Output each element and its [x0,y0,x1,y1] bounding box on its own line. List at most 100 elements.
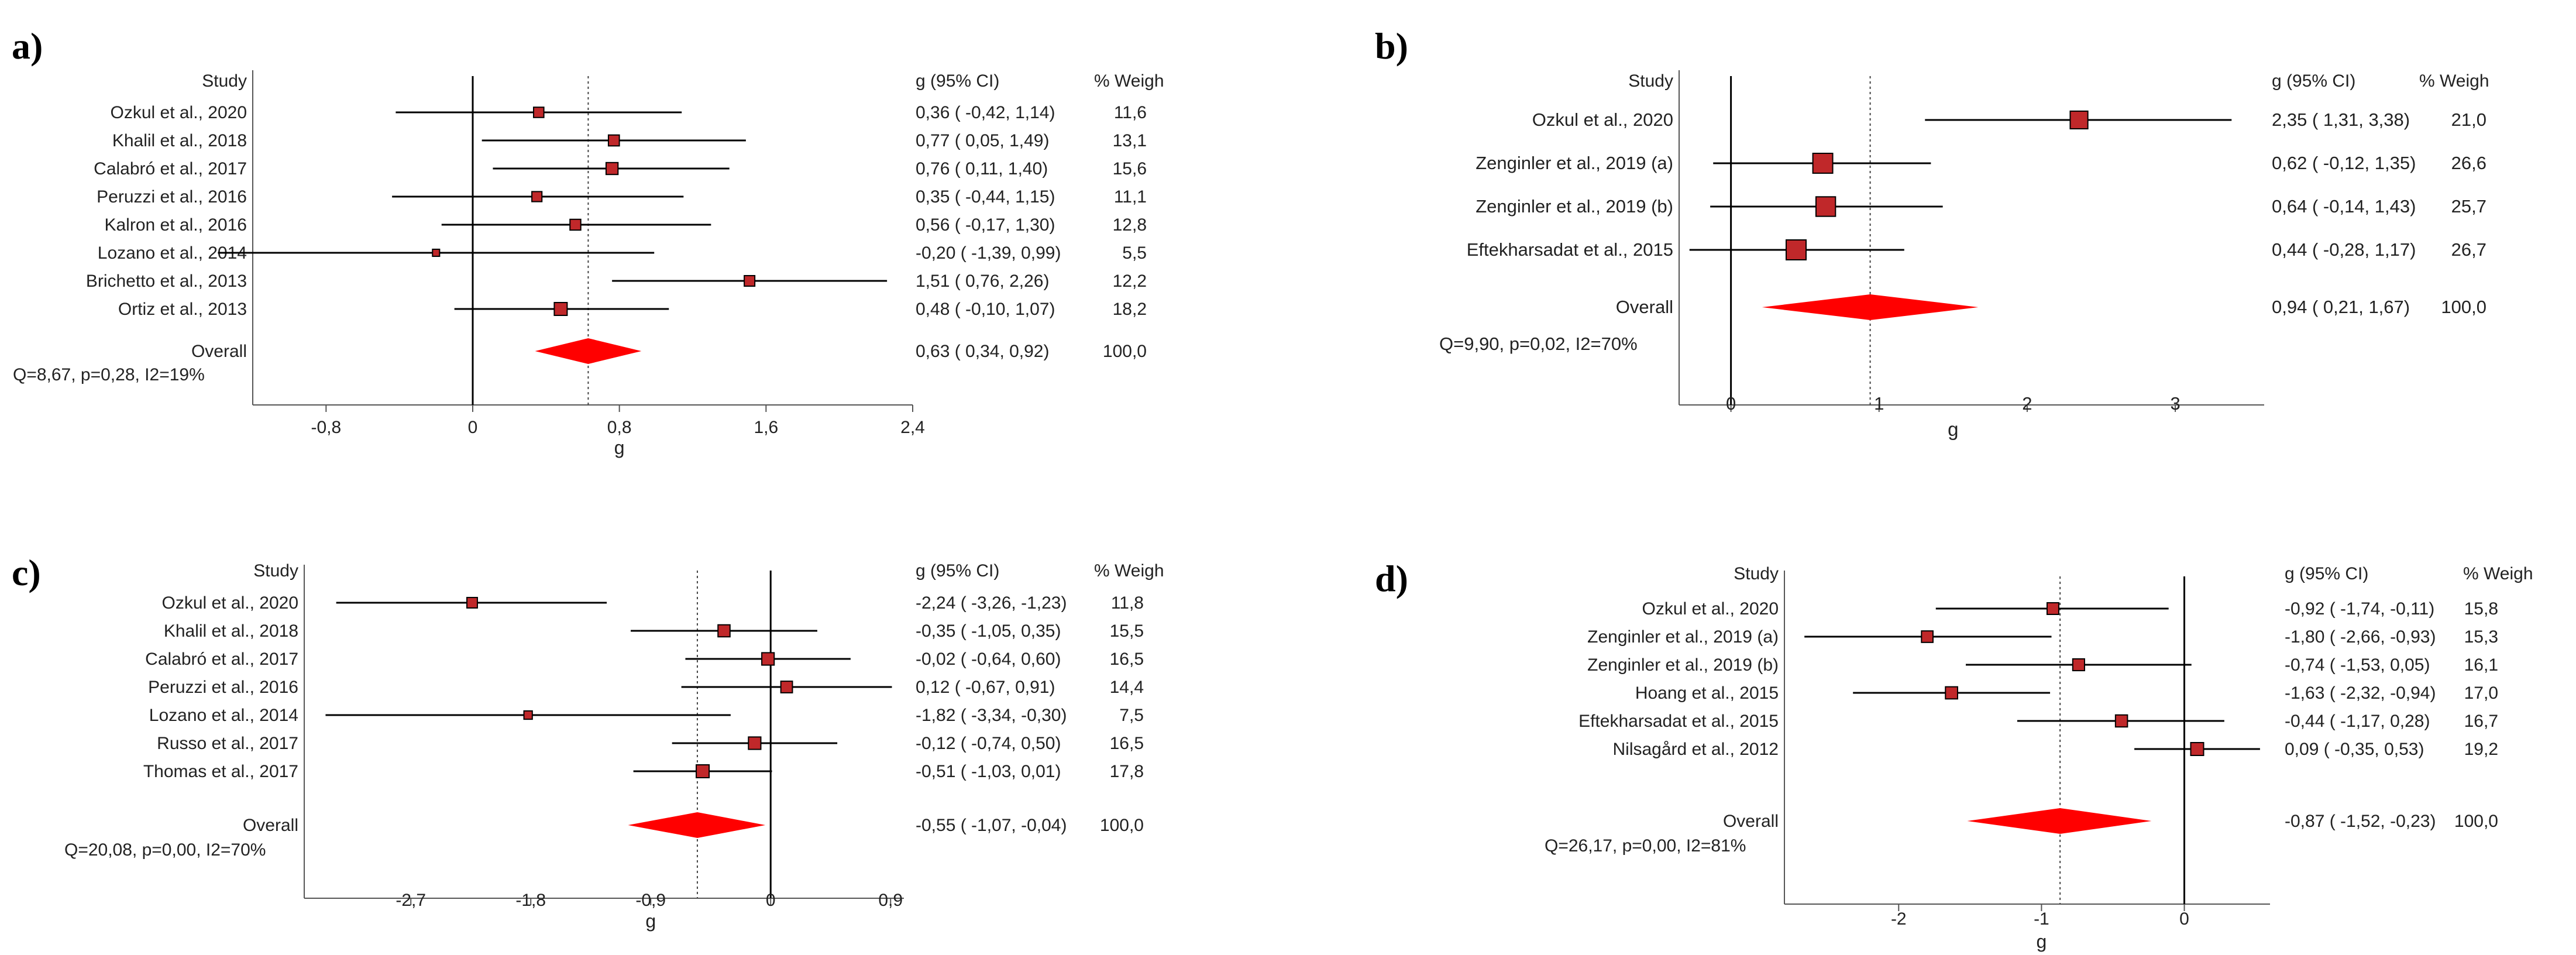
header-ci: g (95% CI) [2285,564,2368,583]
weight-value: 14,4 [1110,678,1144,697]
x-tick-label: 0 [1726,393,1736,414]
effect-marker [748,736,762,750]
study-row: Ortiz et al., 2013 0,48 ( -0,10, 1,07) 18,… [118,300,1147,319]
study-name: Khalil et al., 2018 [164,621,298,641]
forest-panel-c: c) Study g (95% CI) % Weigh -2,7 -1,8 -0,9 0 0,9… [12,552,1164,932]
overall-label: Overall [1616,297,1673,317]
study-row: Eftekharsadat et al., 2015 -0,44 ( -1,17,… [1578,712,2498,731]
x-tick-label: 0,8 [607,418,632,437]
ci-value: -1,63 ( -2,32, -0,94) [2285,683,2436,703]
study-name: Zenginler et al., 2019 (b) [1587,655,1779,675]
ci-value: 0,56 ( -0,17, 1,30) [916,215,1055,235]
overall-ci-value: 0,63 ( 0,34, 0,92) [916,342,1050,361]
weight-value: 21,0 [2451,109,2486,130]
heterogeneity-stats: Q=8,67, p=0,28, I2=19% [13,365,205,384]
x-tick-label: 2 [2022,393,2032,414]
study-name: Ozkul et al., 2020 [1642,599,1779,619]
effect-marker [531,191,543,202]
study-name: Eftekharsadat et al., 2015 [1578,712,1779,731]
study-name: Ozkul et al., 2020 [1532,109,1673,130]
forest-panel-a: a) Study g (95% CI) % Weigh -0,8 0 0,8 1,6 2,4 g O… [12,25,1164,458]
weight-value: 16,5 [1110,734,1144,753]
header-study: Study [1628,71,1673,91]
effect-marker [466,597,478,609]
ci-value: -2,24 ( -3,26, -1,23) [916,593,1067,613]
x-axis-label: g [2037,931,2047,952]
study-row: Calabró et al., 2017 -0,02 ( -0,64, 0,60)… [145,650,1144,669]
ci-value: 0,77 ( 0,05, 1,49) [916,131,1050,150]
study-row: Hoang et al., 2015 -1,63 ( -2,32, -0,94) 1… [1635,683,2498,703]
effect-marker [2072,658,2085,672]
study-name: Khalil et al., 2018 [112,131,247,150]
header-study: Study [202,71,247,91]
weight-value: 17,8 [1110,762,1144,781]
study-name: Ortiz et al., 2013 [118,300,247,319]
study-row: Ozkul et al., 2020 -2,24 ( -3,26, -1,23) 1… [162,593,1144,613]
x-tick-label: 1,6 [754,418,778,437]
effect-marker [744,274,756,287]
weight-value: 15,3 [2464,627,2498,647]
x-tick-label: 0 [2179,909,2189,929]
heterogeneity-stats: Q=26,17, p=0,00, I2=81% [1545,836,1746,856]
overall-weight-value: 100,0 [1103,342,1147,361]
study-name: Ozkul et al., 2020 [162,593,298,613]
study-name: Zenginler et al., 2019 (a) [1587,627,1779,647]
x-tick-label: -0,8 [311,418,341,437]
x-axis-label: g [645,911,656,932]
forest-panel-d: d) Study g (95% CI) % Weigh -2 -1 0 g Ozkul et a… [1375,558,2533,952]
study-name: Thomas et al., 2017 [143,762,298,781]
weight-value: 16,5 [1110,650,1144,669]
overall-diamond [535,338,642,364]
weight-value: 11,8 [1111,593,1144,613]
weight-value: 16,1 [2464,655,2498,675]
study-name: Peruzzi et al., 2016 [97,187,247,207]
effect-marker [1921,630,1934,643]
overall-ci-value: 0,94 ( 0,21, 1,67) [2272,297,2410,317]
study-row: Peruzzi et al., 2016 0,35 ( -0,44, 1,15) 1… [97,187,1147,207]
x-tick-label: 0 [468,418,478,437]
study-row: Khalil et al., 2018 -0,35 ( -1,05, 0,35) 1… [164,621,1144,641]
x-tick-label: 0 [766,891,776,910]
weight-value: 19,2 [2464,740,2498,759]
weight-value: 7,5 [1119,706,1144,725]
ci-value: 0,36 ( -0,42, 1,14) [916,103,1055,122]
weight-value: 13,1 [1113,131,1147,150]
header-study: Study [253,561,298,580]
heterogeneity-stats: Q=9,90, p=0,02, I2=70% [1439,334,1638,354]
study-row: Zenginler et al., 2019 (b) 0,64 ( -0,14, … [1476,196,2486,217]
overall-weight-value: 100,0 [1100,816,1144,835]
study-row: Eftekharsadat et al., 2015 0,44 ( -0,28, … [1467,239,2486,260]
study-row: Ozkul et al., 2020 -0,92 ( -1,74, -0,11) 1… [1642,599,2498,619]
header-weight: % Weigh [2463,564,2533,583]
ci-value: 0,09 ( -0,35, 0,53) [2285,740,2424,759]
ci-value: -0,20 ( -1,39, 0,99) [916,243,1061,263]
study-row: Khalil et al., 2018 0,77 ( 0,05, 1,49) 13,… [112,131,1147,150]
overall-diamond [628,812,766,838]
study-row: Calabró et al., 2017 0,76 ( 0,11, 1,40) 15… [94,159,1147,178]
ci-value: -1,80 ( -2,66, -0,93) [2285,627,2436,647]
x-tick-label: 2,4 [900,418,925,437]
study-row: Peruzzi et al., 2016 0,12 ( -0,67, 0,91) 1… [148,678,1144,697]
forest-panel-b: b) Study g (95% CI) % Weigh 0 1 2 3 g Ozkul et al… [1375,25,2489,440]
effect-marker [2046,602,2059,615]
x-tick-label: -0,9 [635,891,666,910]
study-row: Nilsagård et al., 2012 0,09 ( -0,35, 0,53… [1612,740,2498,759]
overall-label: Overall [243,816,298,835]
x-tick-label: -2 [1891,909,1907,929]
study-row: Lozano et al., 2014 -1,82 ( -3,34, -0,30)… [149,706,1144,725]
effect-marker [1786,239,1807,260]
study-name: Kalron et al., 2016 [104,215,247,235]
header-ci: g (95% CI) [916,71,999,91]
study-row: Thomas et al., 2017 -0,51 ( -1,03, 0,01) 1… [143,762,1144,781]
overall-ci-value: -0,87 ( -1,52, -0,23) [2285,812,2436,831]
effect-marker [432,248,441,257]
weight-value: 5,5 [1122,243,1147,263]
panel-label: d) [1375,558,1408,599]
panel-label: a) [12,25,43,67]
ci-value: 0,62 ( -0,12, 1,35) [2272,153,2416,173]
ci-value: -0,12 ( -0,74, 0,50) [916,734,1061,753]
effect-marker [553,302,568,316]
header-ci: g (95% CI) [2272,71,2355,91]
x-axis-label: g [614,437,625,458]
